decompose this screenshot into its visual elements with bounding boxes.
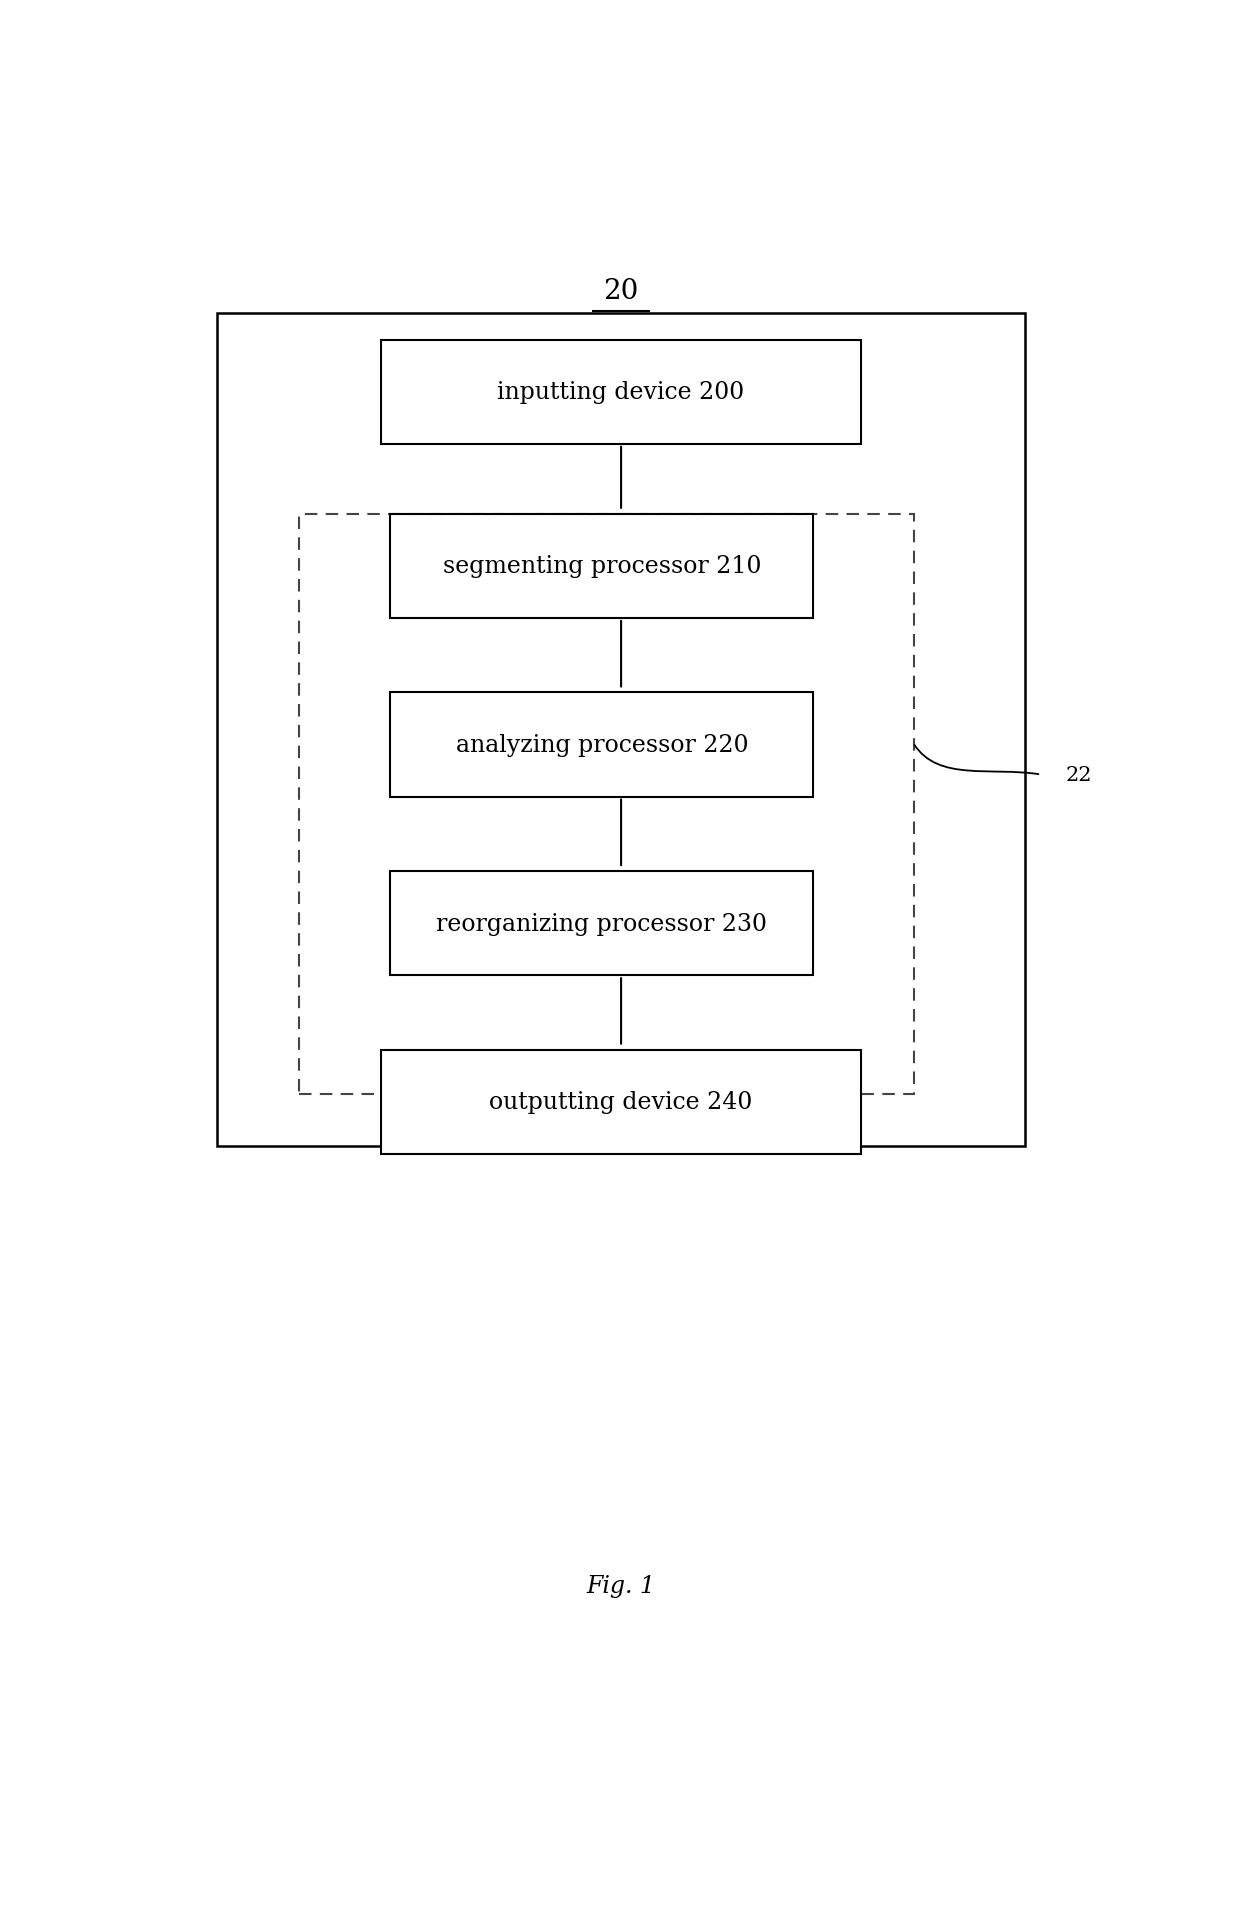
Bar	[391, 694, 813, 798]
Text: analyzing processor 220: analyzing processor 220	[455, 734, 748, 757]
Bar	[381, 1049, 862, 1153]
Text: 22: 22	[1065, 765, 1091, 784]
Text: 20: 20	[604, 278, 639, 305]
Text: reorganizing processor 230: reorganizing processor 230	[436, 912, 768, 935]
Bar	[391, 514, 813, 618]
Bar	[381, 340, 862, 444]
Bar	[299, 514, 914, 1095]
Bar	[217, 313, 1024, 1148]
Bar	[391, 871, 813, 976]
Text: outputting device 240: outputting device 240	[490, 1092, 753, 1113]
Text: segmenting processor 210: segmenting processor 210	[443, 554, 761, 578]
Text: Fig. 1: Fig. 1	[587, 1575, 656, 1598]
Text: inputting device 200: inputting device 200	[497, 381, 745, 404]
